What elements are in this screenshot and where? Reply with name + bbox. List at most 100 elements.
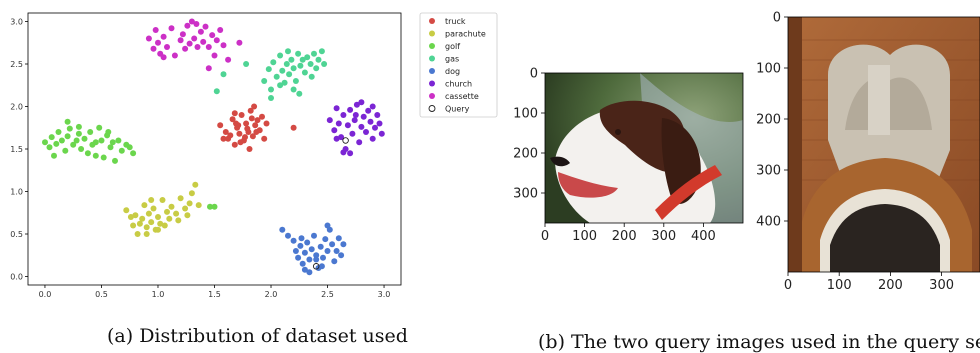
point-gas [315,56,322,63]
point-golf [109,139,116,146]
point-parachute [132,212,139,219]
point-gas [304,54,311,61]
x-tick-label: 2.0 [265,290,278,299]
caption-b: (b) The two query images used in the que… [538,331,980,353]
point-church [352,112,359,118]
point-golf [75,123,82,130]
point-parachute [184,212,191,219]
y-tick-label: 200 [513,147,538,162]
point-church [363,129,369,135]
point-gas [283,61,290,67]
legend-marker [429,30,435,37]
series-church [326,99,385,157]
point-golf [66,125,73,132]
point-cassette [225,56,232,63]
point-cassette [177,37,184,44]
point-gas [292,78,299,84]
point-church [367,118,374,125]
legend-label: gas [445,55,459,64]
point-truck [259,113,265,120]
point-dog [324,248,331,254]
x-tick-label: 100 [572,229,597,244]
point-truck [247,107,254,114]
point-cassette [211,52,218,59]
point-golf [70,141,77,148]
point-church [347,150,354,157]
legend-frame [419,12,498,118]
point-parachute [148,197,155,203]
point-golf [64,133,71,140]
point-parachute [148,219,155,226]
point-parachute [195,202,202,209]
point-dog [340,241,347,248]
point-dog [311,232,317,239]
point-truck [244,125,251,132]
point-golf [46,144,53,151]
point-gas [290,65,297,72]
point-church [353,101,360,108]
point-gas [213,88,220,95]
point-parachute [157,220,164,227]
point-church [356,139,363,146]
point-golf [78,146,85,152]
y-tick-label: 100 [513,107,538,122]
point-parachute [145,210,152,217]
point-truck [229,116,236,123]
point-golf [73,137,80,144]
point-gas [273,73,280,80]
point-golf [211,203,218,210]
point-church [358,99,365,106]
point-golf [107,144,114,151]
point-cassette [150,45,157,52]
point-parachute [177,195,184,202]
y-tick-label: 1.5 [10,145,23,154]
point-gas [261,78,268,84]
point-church [340,149,347,156]
point-cassette [217,27,224,33]
point-parachute [173,210,180,217]
point-church [351,117,358,124]
point-golf [58,137,65,144]
legend-label: parachute [445,30,486,39]
legend-marker [429,55,435,62]
point-truck [242,134,248,141]
point-golf [53,140,60,147]
y-tick-label: 0 [773,11,781,26]
y-tick-label: 3.0 [10,18,23,27]
point-cassette [220,42,227,49]
point-gas [268,86,274,93]
point-truck [231,141,238,148]
point-cassette [191,35,198,42]
axis-ticks: 0.0 0.5 1.0 1.5 2.0 2.5 3.0 0.0 0.5 1.0 1.5 2.0 2.5 3… [10,18,390,300]
point-church [331,127,338,134]
legend-marker [429,80,435,87]
point-parachute [155,214,161,220]
x-tick-label: 200 [612,229,637,244]
point-gas [277,52,284,59]
point-truck [243,120,250,127]
series-gas [213,48,328,101]
point-parachute [159,197,166,203]
point-golf [112,157,118,164]
point-gas [277,82,284,89]
point-dog [306,269,313,276]
point-golf [126,144,133,151]
point-cassette [209,32,216,39]
point-gas [268,95,274,101]
point-cassette [160,33,167,40]
point-cassette [205,44,212,50]
legend-marker [429,43,435,49]
point-dog [301,266,308,273]
point-dog [317,243,324,250]
y-tick-label: 2.0 [10,103,23,112]
y-tick-label: 2.5 [10,60,23,69]
point-gas [313,65,320,72]
point-church [378,130,385,137]
point-golf [62,147,69,154]
legend-label: church [445,80,472,89]
point-parachute [168,203,175,210]
point-dog [331,258,338,265]
x-tick-label: 300 [651,229,676,244]
point-dog [308,246,315,253]
point-parachute [188,190,195,197]
